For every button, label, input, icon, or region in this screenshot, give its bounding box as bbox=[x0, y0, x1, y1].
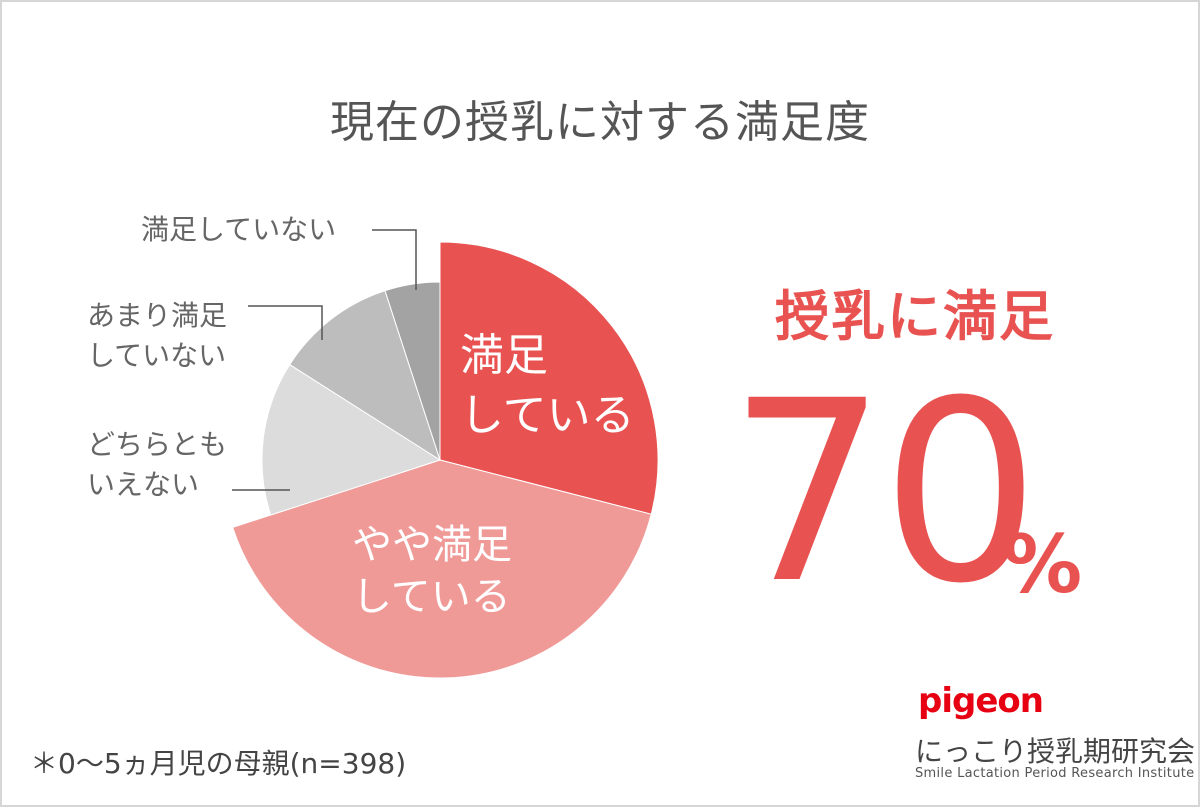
slice-satisfied-label-line: 満足 bbox=[460, 330, 548, 381]
leader-somewhat-dissatisfied bbox=[248, 305, 323, 340]
slice-satisfied bbox=[439, 241, 659, 515]
slice-label-somewhat-dissatisfied: あまり満足 していない bbox=[87, 299, 228, 372]
institute-name-en: Smile Lactation Period Research Institut… bbox=[915, 766, 1195, 781]
highlight-unit: % bbox=[1002, 518, 1083, 611]
slice-neutral bbox=[261, 363, 442, 516]
slice-label-neutral: どちらとも いえない bbox=[87, 428, 228, 501]
highlight-value: 70 bbox=[728, 347, 1040, 638]
institute-name-jp: にっこり授乳期研究会 bbox=[915, 735, 1196, 768]
slice-label-not-satisfied: 満足していない bbox=[141, 213, 337, 246]
slice-satisfied-label-line: している bbox=[460, 390, 635, 441]
slice-somewhat-dissatisfied bbox=[289, 290, 441, 462]
chart-title: 現在の授乳に対する満足度 bbox=[330, 97, 870, 148]
slice-not-satisfied bbox=[384, 281, 441, 461]
slice-somewhat-satisfied-label-line: している bbox=[352, 574, 511, 620]
leader-not-satisfied bbox=[372, 229, 417, 290]
footnote: ＊0〜5ヵ月児の母親(n=398) bbox=[30, 747, 407, 780]
slice-somewhat-satisfied-label-line: やや満足 bbox=[352, 522, 512, 568]
pigeon-logo: pigeon bbox=[918, 681, 1044, 721]
slice-somewhat-satisfied bbox=[232, 459, 652, 679]
highlight-label: 授乳に満足 bbox=[775, 285, 1055, 348]
